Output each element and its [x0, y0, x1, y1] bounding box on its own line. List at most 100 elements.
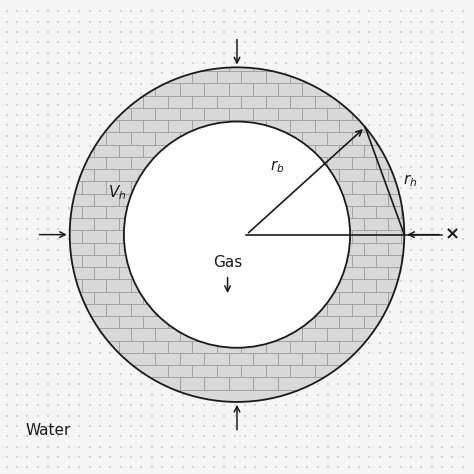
Point: [210, 464, 218, 471]
Point: [438, 350, 446, 357]
Point: [34, 184, 41, 191]
Point: [397, 18, 404, 26]
Point: [86, 80, 93, 88]
Point: [418, 381, 425, 388]
Point: [355, 8, 363, 15]
Point: [190, 443, 197, 450]
Point: [158, 70, 166, 77]
Point: [65, 433, 73, 440]
Point: [231, 443, 238, 450]
Point: [190, 38, 197, 46]
Point: [407, 225, 415, 233]
Point: [107, 101, 114, 109]
Point: [65, 256, 73, 264]
Point: [407, 28, 415, 36]
Point: [34, 433, 41, 440]
Point: [283, 28, 290, 36]
Point: [96, 70, 104, 77]
Point: [448, 91, 456, 98]
Point: [75, 163, 83, 171]
Point: [418, 350, 425, 357]
Point: [86, 319, 93, 326]
Point: [127, 381, 135, 388]
Point: [438, 111, 446, 119]
Point: [86, 59, 93, 67]
Point: [107, 401, 114, 409]
Point: [418, 8, 425, 15]
Point: [231, 38, 238, 46]
Point: [459, 360, 466, 367]
Point: [75, 422, 83, 430]
Point: [262, 28, 270, 36]
Point: [448, 267, 456, 274]
Point: [169, 412, 176, 419]
Point: [459, 287, 466, 295]
Point: [65, 91, 73, 98]
Point: [75, 401, 83, 409]
Circle shape: [70, 67, 404, 402]
Point: [428, 121, 436, 129]
Point: [283, 401, 290, 409]
Point: [355, 443, 363, 450]
Point: [448, 111, 456, 119]
Point: [231, 464, 238, 471]
Point: [407, 184, 415, 191]
Point: [376, 70, 383, 77]
Point: [428, 59, 436, 67]
Point: [335, 49, 342, 56]
Point: [335, 18, 342, 26]
Point: [407, 8, 415, 15]
Point: [418, 101, 425, 109]
Point: [459, 339, 466, 347]
Point: [376, 38, 383, 46]
Point: [55, 28, 62, 36]
Point: [252, 8, 259, 15]
Point: [448, 412, 456, 419]
Point: [55, 412, 62, 419]
Point: [3, 153, 10, 160]
Point: [448, 339, 456, 347]
Point: [86, 453, 93, 461]
Point: [127, 28, 135, 36]
Point: [127, 18, 135, 26]
Point: [293, 8, 301, 15]
Point: [324, 80, 332, 88]
Point: [418, 256, 425, 264]
Point: [438, 308, 446, 316]
Point: [75, 319, 83, 326]
Point: [13, 443, 21, 450]
Point: [44, 236, 52, 243]
Point: [365, 381, 373, 388]
Point: [220, 433, 228, 440]
Point: [24, 256, 31, 264]
Point: [386, 70, 394, 77]
Point: [24, 422, 31, 430]
Point: [3, 91, 10, 98]
Point: [220, 8, 228, 15]
Point: [44, 49, 52, 56]
Point: [86, 132, 93, 139]
Point: [13, 215, 21, 222]
Point: [3, 80, 10, 88]
Point: [75, 381, 83, 388]
Point: [345, 453, 353, 461]
Point: [345, 70, 353, 77]
Point: [345, 401, 353, 409]
Point: [13, 350, 21, 357]
Point: [335, 70, 342, 77]
Point: [407, 18, 415, 26]
Point: [34, 308, 41, 316]
Point: [44, 267, 52, 274]
Point: [86, 8, 93, 15]
Point: [44, 401, 52, 409]
Point: [55, 308, 62, 316]
Point: [407, 464, 415, 471]
Point: [355, 391, 363, 399]
Point: [459, 142, 466, 150]
Point: [34, 163, 41, 171]
Point: [44, 153, 52, 160]
Point: [324, 391, 332, 399]
Point: [34, 111, 41, 119]
Point: [397, 401, 404, 409]
Point: [3, 443, 10, 450]
